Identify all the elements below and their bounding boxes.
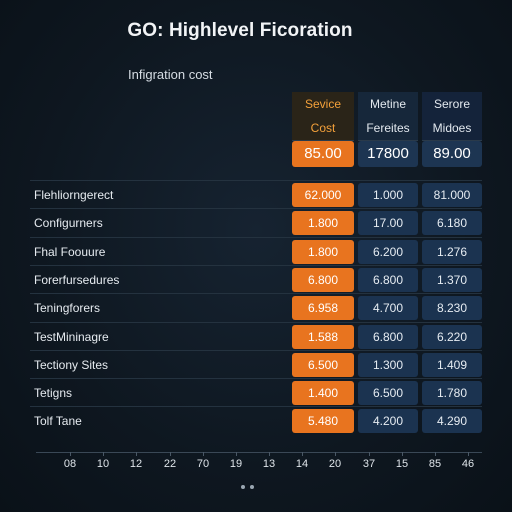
table-cell: 1.409 [422,353,482,377]
table-row-label[interactable]: Flehliorngerect [34,188,114,202]
axis-tick-label: 13 [262,458,276,470]
table-cell: 1.370 [422,268,482,292]
table-cell: 4.290 [422,409,482,433]
row-divider [30,293,482,294]
table-row-label[interactable]: Teningforers [34,301,101,315]
column-subheader-midoes: Midoes [422,116,482,141]
table-row-label[interactable]: Fhal Foouure [34,245,106,259]
column-header-serore[interactable]: Serore [422,92,482,117]
table-cell: 4.700 [358,296,418,320]
axis-tick-label: 10 [96,458,110,470]
table-row-label[interactable]: Tetigns [34,386,73,400]
axis-tick-label: 20 [328,458,342,470]
total-serore: 89.00 [422,141,482,167]
row-divider [30,406,482,407]
table-cell: 1.800 [292,211,354,235]
table-cell: 4.200 [358,409,418,433]
table-cell: 8.230 [422,296,482,320]
table-cell: 6.180 [422,211,482,235]
row-divider [30,265,482,266]
axis-tick-label: 15 [395,458,409,470]
axis-tick-label: 22 [163,458,177,470]
table-cell: 6.200 [358,240,418,264]
axis-tick [468,452,469,456]
axis-tick [335,452,336,456]
axis-tick [203,452,204,456]
table-cell: 6.958 [292,296,354,320]
table-row-label[interactable]: Tectiony Sites [34,358,109,372]
row-divider [30,237,482,238]
table-row-label[interactable]: Configurners [34,216,103,230]
axis-tick [236,452,237,456]
axis-tick [369,452,370,456]
page-subtitle: Infigration cost [128,67,213,82]
row-divider [30,378,482,379]
axis-tick [136,452,137,456]
axis-tick [269,452,270,456]
table-cell: 6.800 [358,268,418,292]
total-cost: 85.00 [292,141,354,167]
column-subheader-cost: Cost [292,116,354,141]
pagination-dot[interactable] [241,485,245,489]
page-title: GO: Highlevel Ficoration [127,20,353,41]
axis-tick-label: 14 [295,458,309,470]
pagination-dot[interactable] [250,485,254,489]
table-cell: 6.220 [422,325,482,349]
table-cell: 1.588 [292,325,354,349]
table-cell: 1.780 [422,381,482,405]
table-cell: 6.800 [358,325,418,349]
axis-tick [70,452,71,456]
table-cell: 5.480 [292,409,354,433]
table-cell: 6.500 [358,381,418,405]
table-cell: 1.000 [358,183,418,207]
table-cell: 62.000 [292,183,354,207]
column-header-metine[interactable]: Metine [358,92,418,117]
row-divider [30,350,482,351]
table-cell: 1.276 [422,240,482,264]
table-cell: 1.800 [292,240,354,264]
table-row-label[interactable]: Tolf Tane [34,414,82,428]
axis-tick-label: 85 [428,458,442,470]
axis-tick [402,452,403,456]
axis-tick-label: 37 [362,458,376,470]
total-metine: 17800 [358,141,418,167]
table-cell: 81.000 [422,183,482,207]
axis-tick-label: 46 [461,458,475,470]
table-row-label[interactable]: Forerfursedures [34,273,120,287]
row-divider [30,208,482,209]
axis-tick [103,452,104,456]
axis-tick [302,452,303,456]
row-divider [30,322,482,323]
x-axis-line [36,452,482,453]
table-cell: 6.500 [292,353,354,377]
table-cell: 1.300 [358,353,418,377]
axis-tick [170,452,171,456]
axis-tick-label: 12 [129,458,143,470]
row-divider [30,180,482,181]
table-row-label[interactable]: TestMininagre [34,330,109,344]
axis-tick-label: 19 [229,458,243,470]
axis-tick [435,452,436,456]
table-cell: 6.800 [292,268,354,292]
column-subheader-fereites: Fereites [358,116,418,141]
table-cell: 1.400 [292,381,354,405]
axis-tick-label: 70 [196,458,210,470]
axis-tick-label: 08 [63,458,77,470]
column-header-service[interactable]: Sevice [292,92,354,117]
table-cell: 17.00 [358,211,418,235]
